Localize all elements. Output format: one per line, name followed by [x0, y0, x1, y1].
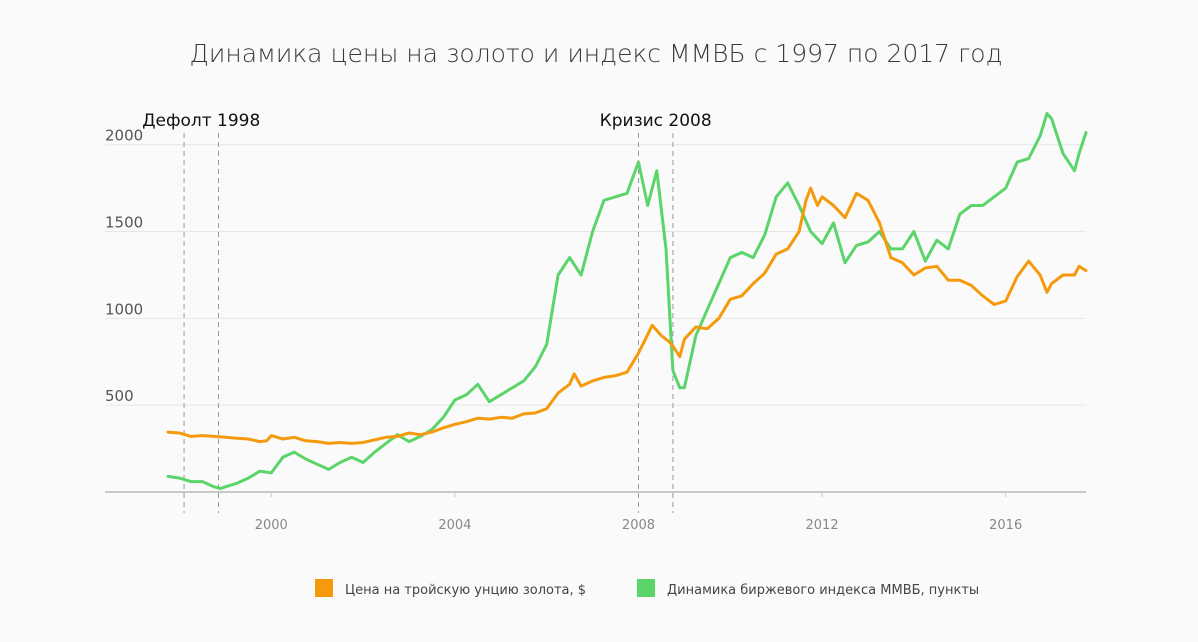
annotation-label: Кризис 2008	[600, 111, 712, 131]
y-tick-label: 500	[105, 387, 134, 405]
legend-swatch-0	[315, 579, 333, 597]
annotation-label: Дефолт 1998	[142, 111, 260, 131]
x-tick-label: 2012	[806, 518, 839, 533]
annotations: Дефолт 1998 Кризис 2008	[142, 111, 712, 513]
y-tick-label: 2000	[105, 127, 143, 145]
x-tick-label: 2008	[622, 518, 655, 533]
legend-label-0: Цена на тройскую унцию золота, $	[345, 583, 586, 598]
y-tick-label: 1500	[105, 214, 143, 232]
x-tick-label: 2016	[989, 518, 1022, 533]
series-lines	[166, 112, 1088, 490]
y-tick-label: 1000	[105, 300, 143, 318]
legend-label-1: Динамика биржевого индекса ММВБ, пункты	[667, 583, 979, 598]
x-tick-label: 2000	[255, 518, 288, 533]
x-tick-label: 2004	[438, 518, 471, 533]
y-axis-ticks: 500 1000 1500 2000	[105, 127, 143, 405]
series-line-0	[166, 186, 1088, 445]
legend-swatch-1	[637, 579, 655, 597]
grid-lines	[105, 144, 1086, 406]
series-line-1	[166, 112, 1088, 490]
chart-title: Динамика цены на золото и индекс ММВБ с …	[189, 39, 1002, 68]
legend: Цена на тройскую унцию золота, $ Динамика…	[315, 579, 979, 598]
x-axis-ticks: 2000 2004 2008 2012 2016	[255, 492, 1022, 533]
